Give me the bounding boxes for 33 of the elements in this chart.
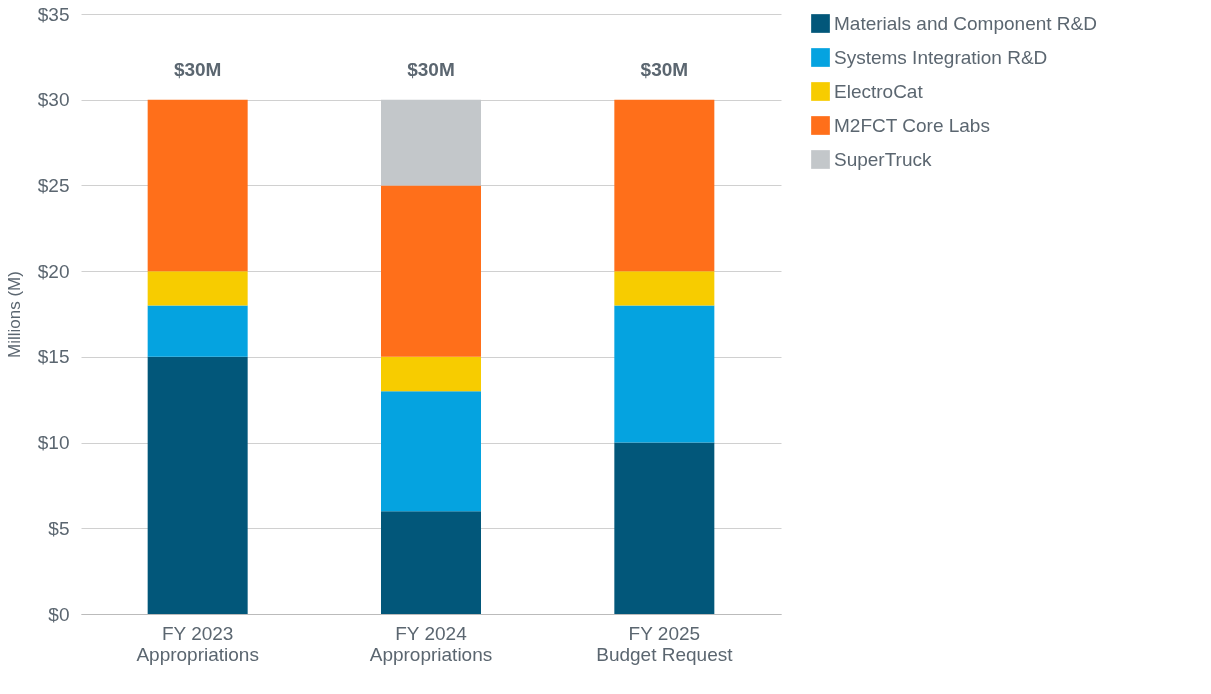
bar [614, 99, 715, 272]
y-tick-label: $25 [37, 174, 70, 196]
bar [381, 356, 481, 392]
y-axis-title: Millions (M) [4, 271, 24, 358]
x-tick-label: FY 2025 Budget Request [596, 622, 734, 665]
bar [147, 356, 248, 614]
legend-label: M2FCT Core Labs [834, 114, 990, 136]
y-tick-label: $10 [37, 432, 70, 454]
bar [614, 305, 715, 443]
bar [614, 442, 715, 614]
y-tick-label: $20 [37, 260, 70, 282]
bar [381, 391, 481, 512]
y-tick-label: $15 [37, 346, 70, 368]
legend-label: SuperTruck [834, 148, 932, 170]
bar [147, 305, 248, 357]
bar [381, 511, 481, 614]
legend-label: ElectroCat [834, 80, 924, 102]
total-label: $30M [173, 58, 222, 80]
x-tick-label: FY 2023 Appropriations [136, 622, 259, 665]
total-label: $30M [407, 58, 455, 80]
bar [147, 271, 248, 306]
y-tick-label: $30 [37, 89, 70, 111]
legend-label: Materials and Component R&D [834, 12, 1097, 34]
legend-label: Systems Integration R&D [834, 46, 1048, 68]
bar [147, 99, 248, 272]
bar [614, 271, 715, 306]
y-tick-label: $35 [37, 3, 70, 25]
total-label: $30M [640, 58, 689, 80]
y-tick-label: $5 [48, 517, 70, 539]
y-tick-label: $0 [48, 603, 70, 625]
x-tick-label: FY 2024 Appropriations [369, 622, 493, 665]
bar [381, 99, 481, 186]
bar [381, 185, 481, 357]
